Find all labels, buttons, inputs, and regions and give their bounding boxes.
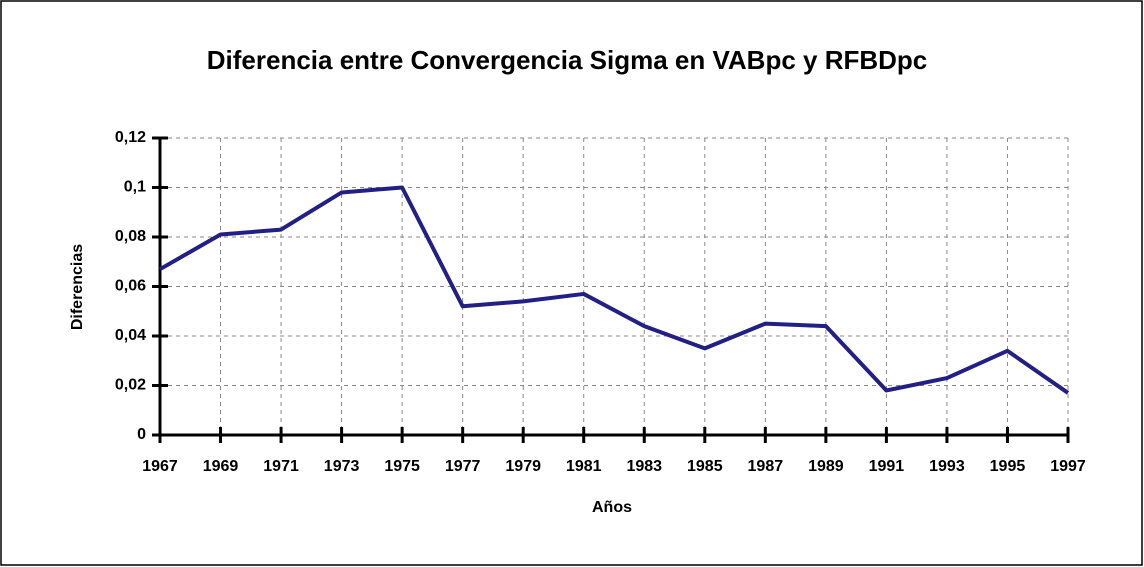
x-tick-label: 1987 bbox=[748, 458, 784, 475]
y-tick-label: 0,02 bbox=[115, 377, 146, 394]
chart-title: Diferencia entre Convergencia Sigma en V… bbox=[207, 45, 928, 75]
x-tick-label: 1997 bbox=[1050, 458, 1086, 475]
y-tick-label: 0,04 bbox=[115, 327, 146, 344]
x-tick-label: 1979 bbox=[505, 458, 541, 475]
x-tick-label: 1995 bbox=[990, 458, 1026, 475]
x-tick-label: 1985 bbox=[687, 458, 723, 475]
y-tick-label: 0,06 bbox=[115, 278, 146, 295]
x-tick-label: 1983 bbox=[626, 458, 662, 475]
y-tick-label: 0,1 bbox=[124, 179, 146, 196]
x-tick-label: 1975 bbox=[384, 458, 420, 475]
x-tick-label: 1969 bbox=[203, 458, 239, 475]
y-tick-label: 0,12 bbox=[115, 129, 146, 146]
x-tick-label: 1981 bbox=[566, 458, 602, 475]
y-tick-label: 0 bbox=[137, 426, 146, 443]
x-axis-label: Años bbox=[592, 499, 632, 516]
x-tick-label: 1973 bbox=[324, 458, 360, 475]
data-line bbox=[159, 185, 1070, 395]
x-tick-label: 1993 bbox=[929, 458, 965, 475]
y-tick-label: 0,08 bbox=[115, 228, 146, 245]
x-tick-label: 1967 bbox=[142, 458, 178, 475]
x-tick-label: 1977 bbox=[445, 458, 481, 475]
x-tick-label: 1991 bbox=[869, 458, 905, 475]
x-tick-label: 1989 bbox=[808, 458, 844, 475]
x-tick-label: 1971 bbox=[263, 458, 299, 475]
y-axis-label: Diferencias bbox=[69, 244, 86, 330]
